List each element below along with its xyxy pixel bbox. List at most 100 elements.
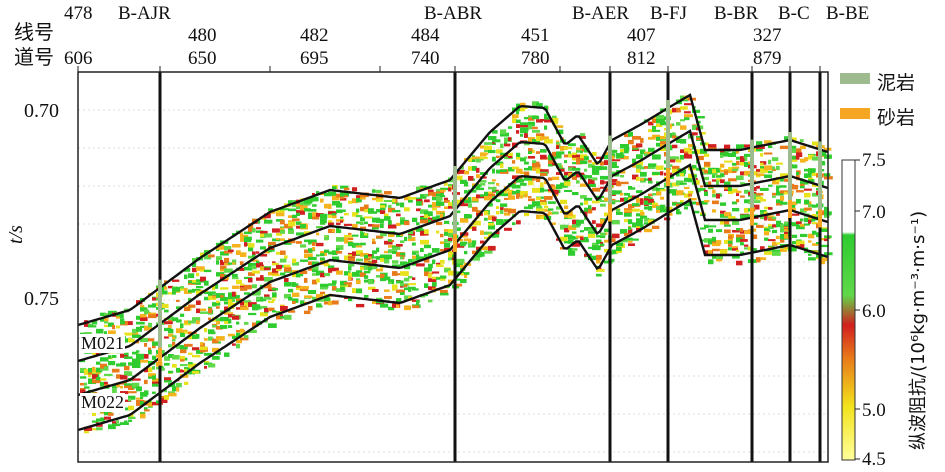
trace-sample (132, 358, 139, 363)
line-number: 478 (64, 3, 93, 24)
trace-sample (352, 245, 356, 248)
trace-sample (688, 149, 693, 154)
trace-sample (212, 347, 219, 353)
trace-sample (652, 187, 658, 191)
trace-sample (528, 117, 535, 121)
trace-sample (140, 401, 146, 405)
trace-sample (704, 170, 711, 174)
trace-sample (716, 193, 720, 199)
trace-sample (640, 166, 645, 170)
trace-sample (740, 195, 745, 198)
trace-sample (480, 246, 489, 251)
trace-sample (192, 367, 196, 372)
trace-sample (92, 412, 97, 416)
trace-sample (140, 307, 148, 312)
trace-sample (152, 381, 160, 384)
trace-sample (508, 193, 512, 197)
trace-sample (208, 308, 213, 314)
trace-sample (436, 264, 444, 268)
trace-sample (668, 109, 673, 115)
trace-sample (424, 283, 429, 289)
trace-sample (724, 239, 730, 244)
trace-sample (320, 198, 324, 203)
trace-sample (304, 249, 309, 253)
trace-sample (380, 277, 386, 282)
well-name: B-C (778, 3, 810, 24)
trace-sample (808, 204, 813, 208)
trace-sample (604, 188, 608, 192)
trace-sample (124, 399, 132, 402)
mudstone-interval (608, 135, 612, 206)
trace-sample (196, 333, 200, 338)
trace-sample (516, 168, 523, 174)
trace-sample (656, 136, 664, 141)
trace-sample (544, 119, 553, 123)
trace-sample (656, 114, 665, 120)
trace-sample (724, 187, 730, 192)
trace-sample (240, 232, 244, 237)
trace-sample (516, 124, 520, 129)
trace-sample (784, 136, 790, 140)
trace-sample (184, 274, 188, 280)
trace-sample (136, 353, 145, 358)
trace-sample (380, 205, 386, 208)
trace-sample (136, 326, 143, 332)
trace-sample (416, 222, 420, 226)
trace-sample (448, 233, 455, 238)
trace-sample (656, 118, 665, 124)
trace-sample (140, 304, 145, 308)
trace-sample (448, 187, 452, 192)
trace-sample (436, 193, 441, 197)
trace-sample (292, 261, 299, 266)
trace-sample (376, 198, 384, 202)
trace-sample (192, 371, 200, 374)
sandstone-interval (608, 203, 612, 222)
legend-label-mudstone: 泥岩 (877, 72, 916, 94)
trace-sample (224, 301, 231, 305)
trace-sample (352, 242, 360, 247)
trace-sample (340, 286, 345, 291)
trace-sample (404, 264, 411, 270)
trace-sample (672, 132, 676, 135)
trace-sample (780, 224, 787, 229)
trace-number-label: 道号 (14, 45, 54, 69)
trace-sample (288, 296, 293, 301)
trace-sample (324, 249, 330, 253)
trace-sample (228, 318, 232, 324)
trace-sample (468, 157, 473, 162)
trace-sample (480, 152, 487, 157)
trace-sample (336, 237, 345, 242)
trace-sample (288, 282, 296, 286)
trace-sample (328, 228, 335, 234)
trace-sample (336, 209, 343, 214)
trace-sample (660, 206, 667, 212)
trace-sample (256, 262, 263, 267)
trace-sample (220, 273, 226, 278)
trace-sample (172, 317, 179, 322)
trace-sample (740, 161, 745, 166)
trace-sample (188, 273, 195, 279)
trace-sample (252, 251, 256, 256)
trace-sample (292, 272, 300, 278)
trace-sample (208, 329, 215, 334)
trace-sample (504, 208, 512, 212)
trace-sample (456, 175, 463, 181)
trace-sample (204, 365, 208, 369)
trace-sample (320, 222, 326, 225)
trace-sample (360, 252, 369, 257)
trace-sample (440, 259, 445, 264)
trace-sample (588, 209, 593, 214)
trace-sample (560, 224, 569, 230)
trace-sample (472, 220, 481, 226)
trace-sample (272, 272, 278, 275)
trace-sample (368, 266, 372, 271)
trace-sample (752, 214, 759, 217)
trace-sample (656, 187, 665, 191)
trace-sample (352, 271, 360, 277)
trace-sample (244, 242, 248, 247)
trace-sample (392, 284, 398, 290)
trace-sample (152, 375, 157, 380)
trace-sample (492, 139, 501, 143)
trace-sample (504, 219, 509, 223)
trace-sample (640, 215, 648, 219)
